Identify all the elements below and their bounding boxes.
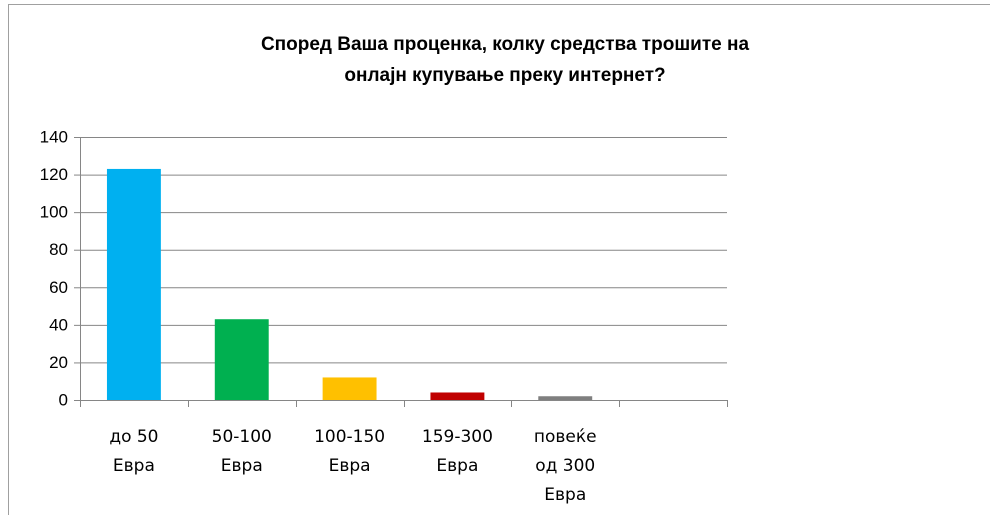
bar [430,392,485,400]
y-tick-label: 60 [49,278,68,297]
x-tick-label: Евра [113,456,155,476]
chart-title: Според Ваша проценка, колку средства тро… [261,34,750,55]
y-tick-label: 40 [49,315,68,334]
bar [214,319,269,400]
bar [538,396,593,400]
y-tick-label: 100 [40,203,68,222]
chart-frame [8,4,990,515]
bar [106,168,161,400]
y-tick-label: 140 [40,127,68,146]
y-tick-label: 0 [59,390,68,409]
x-tick-label: Евра [436,456,478,476]
y-tick-label: 80 [49,240,68,259]
x-tick-label: повеќе [534,427,597,447]
x-tick-label: Евра [544,485,586,505]
x-tick-label: до 50 [109,427,158,447]
x-tick-label: Евра [221,456,263,476]
y-tick-label: 20 [49,353,68,372]
x-tick-label: од 300 [535,456,595,476]
x-tick-label: Евра [329,456,371,476]
x-tick-label: 50-100 [212,427,272,447]
bar [322,377,377,400]
chart-title: онлајн купување преку интернет? [344,65,665,86]
y-tick-label: 120 [40,165,68,184]
x-tick-label: 100-150 [314,427,385,447]
x-tick-label: 159-300 [422,427,493,447]
